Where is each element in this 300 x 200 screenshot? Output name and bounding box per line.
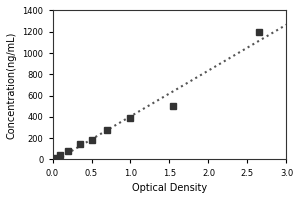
Y-axis label: Concentration(ng/mL): Concentration(ng/mL) bbox=[7, 31, 17, 139]
X-axis label: Optical Density: Optical Density bbox=[132, 183, 207, 193]
